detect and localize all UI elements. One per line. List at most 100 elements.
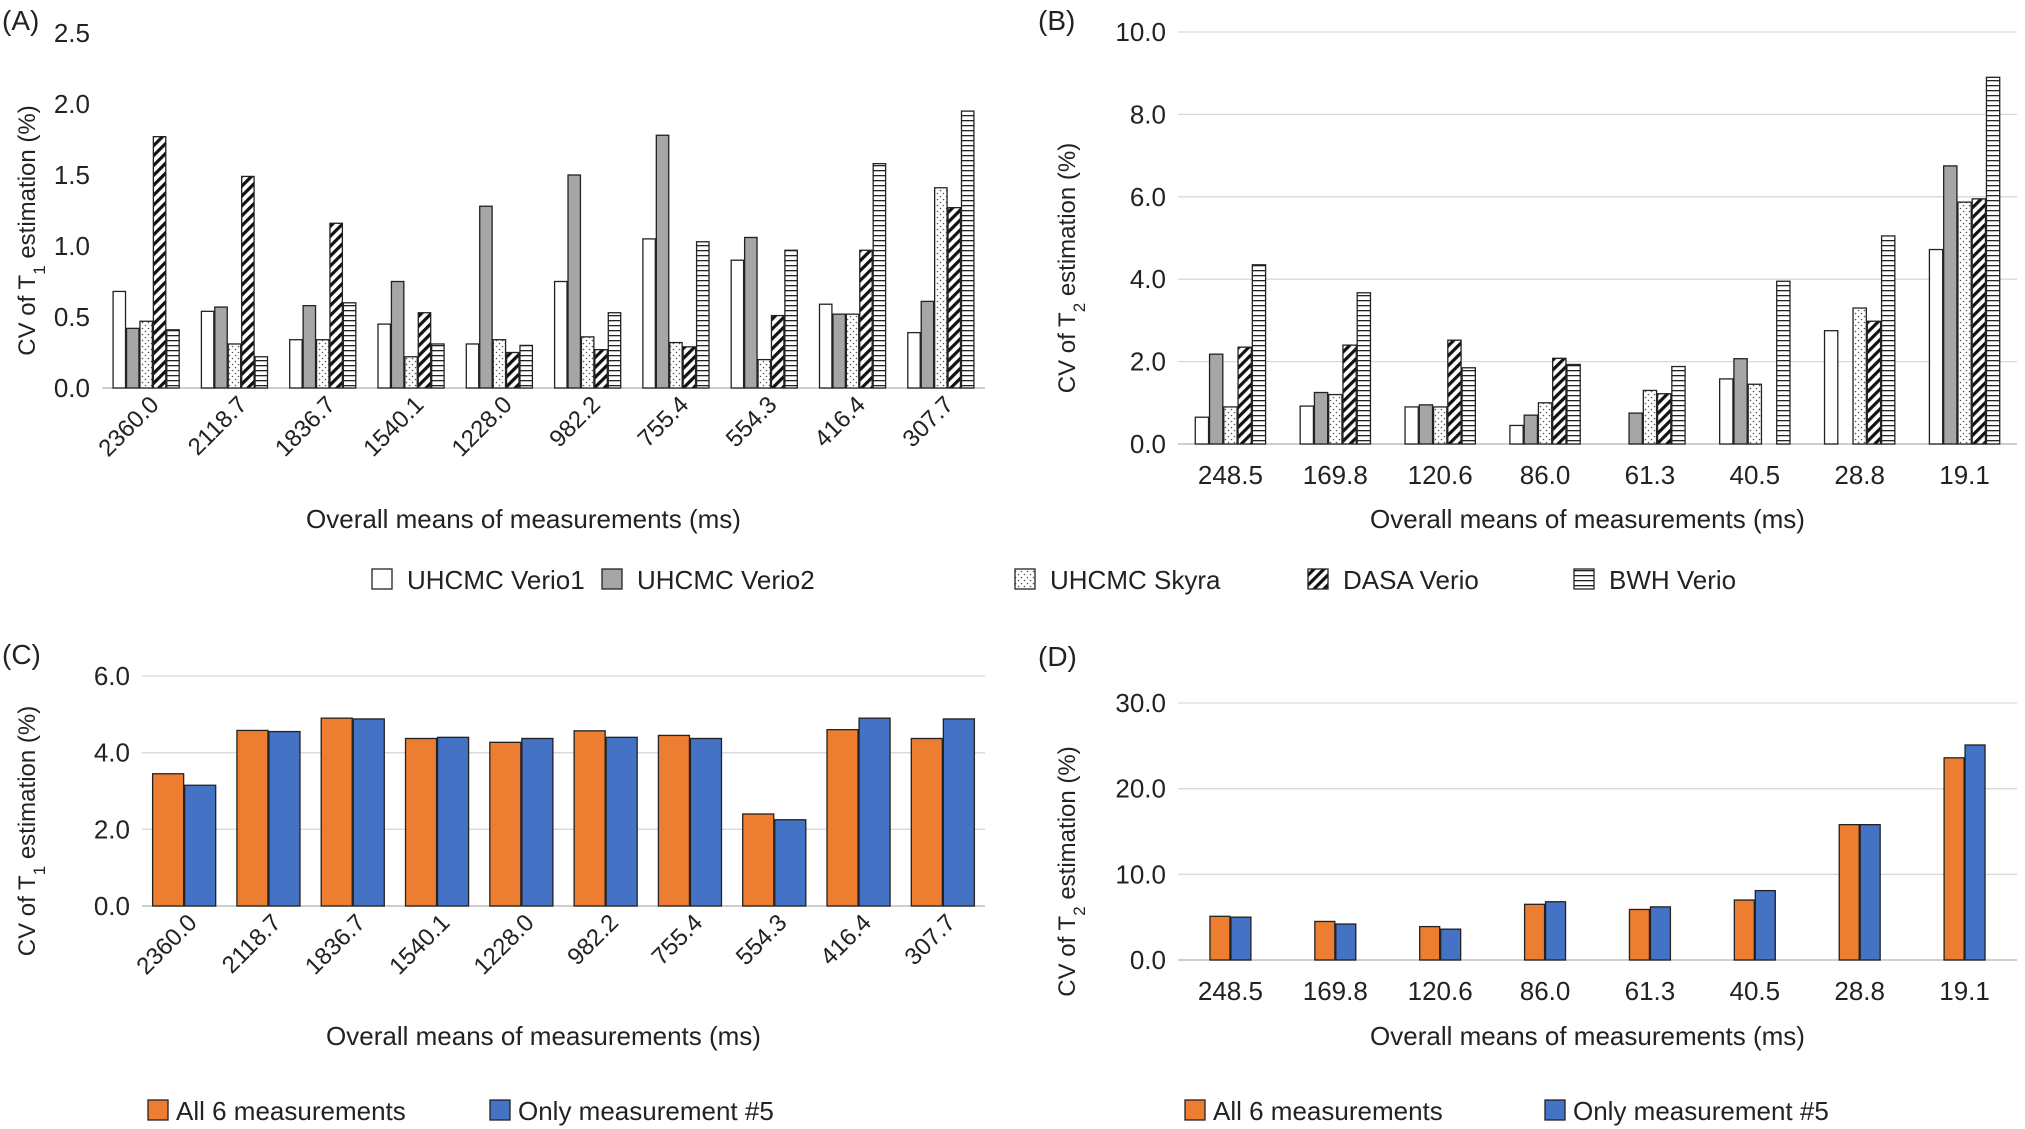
bar [1880, 235, 1896, 445]
x-tick-label: 28.8 [1834, 976, 1885, 1006]
bar [1208, 353, 1224, 445]
bar [594, 349, 608, 389]
y-tick-label: 0.0 [1130, 429, 1166, 459]
bar [519, 344, 534, 389]
bar [139, 320, 154, 389]
legend-swatch [147, 1099, 169, 1121]
x-tick-label: 2118.7 [217, 909, 287, 979]
y-tick-label: 6.0 [94, 661, 130, 691]
legend-label: Only measurement #5 [1573, 1096, 1829, 1126]
bar [1328, 393, 1343, 445]
y-tick-label: 0.0 [54, 373, 90, 403]
bar [818, 303, 833, 389]
bar [227, 343, 242, 389]
bar [1313, 391, 1329, 445]
x-tick-label: 120.6 [1408, 976, 1473, 1006]
chart-panel-a: (A) 0.0 0.5 1.0 1.5 2.0 2.5 CV of T1 estimation… [2, 5, 985, 534]
x-tick-label: 755.4 [633, 391, 695, 453]
x-tick-label: 1540.1 [358, 391, 429, 462]
x-tick-label: 2118.7 [183, 391, 253, 461]
bar [1251, 264, 1267, 445]
legend-measurements-right: All 6 measurements Only measurement #5 [1184, 1096, 1829, 1126]
bar [1342, 344, 1357, 445]
bar [933, 187, 948, 389]
legend-swatch [371, 568, 393, 590]
x-tick-label: 1836.7 [300, 909, 371, 980]
bar [1523, 414, 1539, 445]
bar [1747, 383, 1763, 445]
bar [567, 174, 582, 389]
bar [1671, 365, 1686, 445]
y-tick-label: 0.5 [54, 302, 90, 332]
bar [125, 327, 140, 389]
bar [1447, 339, 1462, 445]
x-tick-label: 554.3 [731, 909, 793, 971]
bar [742, 813, 775, 907]
bar [553, 280, 568, 389]
bar [166, 329, 180, 389]
legend-swatch [1544, 1099, 1566, 1121]
bar [682, 346, 697, 389]
y-tick-label: 1.0 [54, 231, 90, 261]
bar [1335, 923, 1357, 961]
panel-label: (B) [1038, 5, 1075, 36]
bar [1642, 389, 1658, 445]
bar [770, 314, 785, 389]
bar [920, 300, 935, 389]
bar [826, 729, 859, 907]
bar [858, 717, 891, 907]
bar [784, 249, 798, 389]
bar [1866, 320, 1882, 445]
legend-label: Only measurement #5 [518, 1096, 774, 1126]
bar [377, 323, 392, 389]
legend-label: BWH Verio [1609, 565, 1736, 595]
x-tick-label: 307.7 [900, 909, 962, 971]
legend-label: UHCMC Skyra [1050, 565, 1221, 595]
bar [1230, 916, 1252, 961]
bar [947, 207, 962, 389]
bar [872, 162, 887, 389]
bar [1943, 757, 1965, 961]
bar [390, 280, 405, 389]
bar [352, 718, 385, 907]
x-tick-label: 86.0 [1520, 460, 1571, 490]
y-tick-label: 2.0 [94, 814, 130, 844]
bar [505, 351, 520, 389]
bar [1432, 406, 1448, 445]
bar [489, 741, 522, 907]
y-tick-label: 0.0 [94, 891, 130, 921]
bar [1776, 280, 1791, 445]
bar [214, 306, 228, 389]
bar [1928, 248, 1944, 445]
bar [1461, 367, 1476, 445]
bar [1537, 402, 1553, 445]
x-tick-label: 248.5 [1198, 976, 1263, 1006]
bar [1649, 906, 1672, 961]
bar [254, 356, 269, 389]
y-tick-label: 2.0 [1130, 347, 1166, 377]
panel-label: (A) [2, 5, 39, 36]
bar [1754, 889, 1776, 961]
x-axis-label: Overall means of measurements (ms) [306, 504, 741, 534]
bar [655, 134, 670, 389]
bar [152, 136, 167, 389]
y-axis-label: CV of T1 estimation (%) [14, 706, 49, 956]
bar [774, 819, 807, 907]
x-tick-label: 19.1 [1939, 976, 1990, 1006]
bar [289, 339, 303, 389]
bar [1733, 899, 1755, 961]
x-tick-label: 2360.0 [93, 391, 164, 462]
bar [1964, 744, 1986, 961]
chart-panel-c: (C) 0.0 2.0 4.0 6.0 CV of T1 estimation (%) Ov… [2, 639, 985, 1051]
x-tick-label: 169.8 [1303, 460, 1368, 490]
x-tick-label: 416.4 [815, 909, 877, 971]
bar [1523, 903, 1546, 961]
bar [1838, 823, 1860, 961]
legend-label: All 6 measurements [176, 1096, 406, 1126]
bar [112, 290, 127, 389]
bar [1552, 357, 1567, 445]
x-tick-label: 2360.0 [131, 909, 202, 980]
bar [1656, 393, 1672, 445]
bar [1299, 405, 1315, 445]
